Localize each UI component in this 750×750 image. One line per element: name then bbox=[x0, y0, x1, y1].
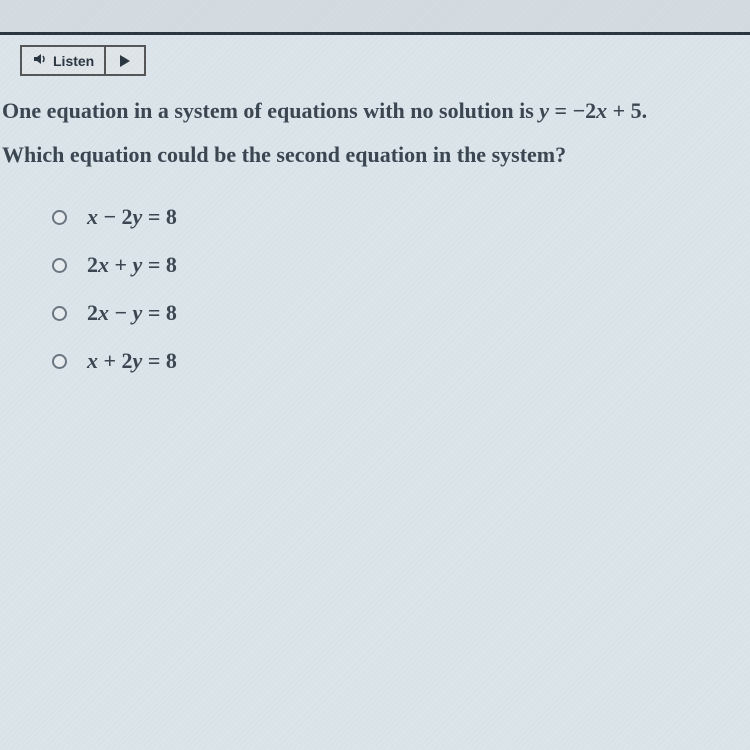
option-a-equation: x − 2y = 8 bbox=[87, 204, 177, 230]
play-button[interactable] bbox=[106, 45, 146, 76]
listen-button[interactable]: Listen bbox=[20, 45, 106, 76]
radio-b[interactable] bbox=[52, 258, 67, 273]
play-icon bbox=[120, 55, 130, 67]
radio-a[interactable] bbox=[52, 210, 67, 225]
question-prefix: One equation in a system of equations wi… bbox=[2, 98, 539, 123]
audio-toolbar: Listen bbox=[0, 35, 750, 76]
option-b-equation: 2x + y = 8 bbox=[87, 252, 177, 278]
radio-c[interactable] bbox=[52, 306, 67, 321]
option-d[interactable]: x + 2y = 8 bbox=[52, 348, 750, 374]
option-c-equation: 2x − y = 8 bbox=[87, 300, 177, 326]
option-d-equation: x + 2y = 8 bbox=[87, 348, 177, 374]
radio-d[interactable] bbox=[52, 354, 67, 369]
options-list: x − 2y = 8 2x + y = 8 2x − y = 8 x + 2y … bbox=[2, 186, 750, 374]
question-line-2: Which equation could be the second equat… bbox=[2, 142, 750, 168]
speaker-icon bbox=[32, 51, 48, 70]
option-b[interactable]: 2x + y = 8 bbox=[52, 252, 750, 278]
listen-label: Listen bbox=[53, 53, 94, 69]
option-a[interactable]: x − 2y = 8 bbox=[52, 204, 750, 230]
question-content: One equation in a system of equations wi… bbox=[0, 76, 750, 374]
option-c[interactable]: 2x − y = 8 bbox=[52, 300, 750, 326]
top-border-bar bbox=[0, 0, 750, 35]
question-line-1: One equation in a system of equations wi… bbox=[2, 98, 750, 124]
given-equation: y = −2x + 5. bbox=[539, 98, 647, 123]
